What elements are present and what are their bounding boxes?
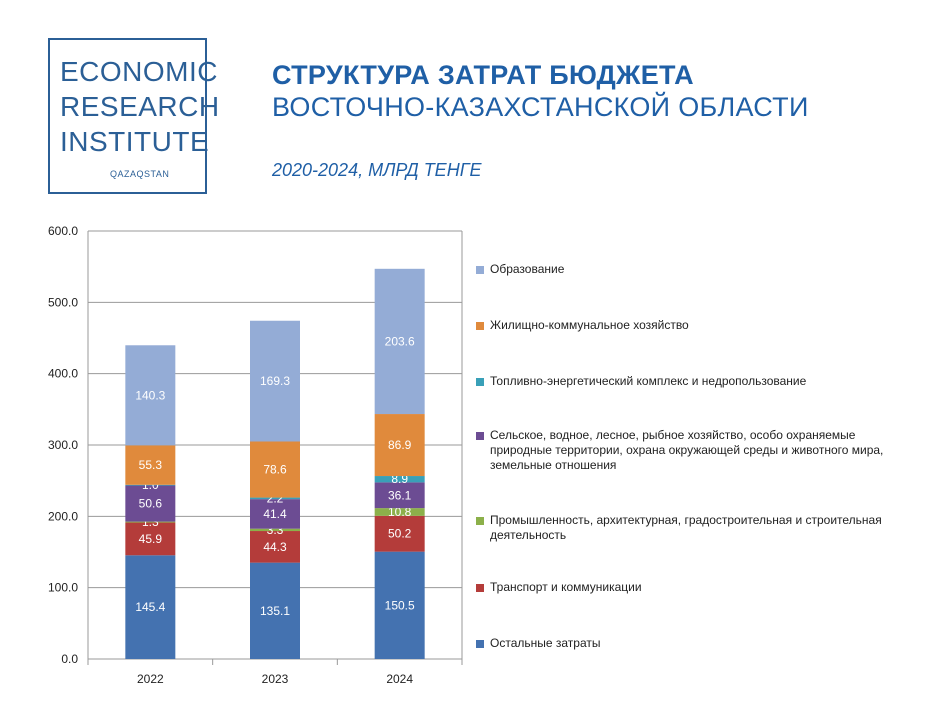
x-tick-label: 2022 (137, 672, 164, 686)
bar-segment (374, 268, 425, 415)
x-tick-label: 2023 (262, 672, 289, 686)
data-label: 50.6 (139, 497, 163, 511)
bar-segment (250, 531, 300, 563)
y-tick-label: 600.0 (48, 224, 78, 238)
bar-segment (125, 485, 176, 522)
bar-segment (125, 521, 176, 523)
bar-segment (250, 528, 300, 532)
logo (48, 38, 206, 194)
bar-segment (374, 515, 425, 552)
y-tick-label: 500.0 (48, 295, 78, 309)
bar-segment (250, 497, 300, 500)
data-label: 45.9 (139, 532, 163, 546)
data-label: 36.1 (388, 488, 412, 502)
bar-segment (374, 476, 425, 483)
legend-label: Транспорт и коммуникации (490, 580, 642, 594)
legend-label: Сельское, водное, лесное, рыбное хозяйст… (490, 428, 884, 472)
legend-swatch (476, 378, 484, 386)
logo-text-line-3: INSTITUTE (60, 126, 210, 157)
logo-text-line-1: ECONOMIC (60, 56, 218, 87)
legend-swatch (476, 322, 484, 330)
bar-segment (125, 522, 176, 556)
bar-segment (125, 484, 176, 486)
legend-swatch (476, 584, 484, 592)
bar-segment (250, 320, 300, 442)
y-tick-label: 100.0 (48, 581, 78, 595)
chart-title-line-2: ВОСТОЧНО-КАЗАХСТАНСКОЙ ОБЛАСТИ (272, 92, 809, 122)
bar-segment (374, 551, 425, 659)
data-label: 78.6 (263, 463, 287, 477)
legend-label: Топливно-энергетический комплекс и недро… (490, 374, 807, 388)
bar-segment (374, 482, 425, 509)
bar-segment (125, 345, 176, 446)
x-tick-label: 2024 (386, 672, 413, 686)
y-tick-label: 0.0 (61, 652, 78, 666)
legend-label: Остальные затраты (490, 636, 601, 650)
data-label: 140.3 (135, 388, 165, 402)
data-label: 55.3 (139, 458, 163, 472)
legend-swatch (476, 266, 484, 274)
bar-segment (125, 445, 176, 485)
data-label: 135.1 (260, 604, 290, 618)
legend-label: Образование (490, 262, 565, 276)
legend-swatch (476, 640, 484, 648)
bar-segment (125, 555, 176, 659)
logo-text-line-2: RESEARCH (60, 91, 220, 122)
data-label: 50.2 (388, 527, 412, 541)
data-label: 145.4 (135, 600, 165, 614)
data-label: 41.4 (263, 507, 287, 521)
data-label: 44.3 (263, 540, 287, 554)
legend-swatch (476, 432, 484, 440)
legend-swatch (476, 517, 484, 525)
bar-segment (250, 441, 300, 498)
bar-segment (374, 508, 425, 516)
data-label: 169.3 (260, 374, 290, 388)
legend-label: Жилищно-коммунальное хозяйство (490, 318, 689, 332)
legend-label: Промышленность, архитектурная, градостро… (490, 513, 882, 542)
logo-border (205, 38, 207, 194)
data-label: 203.6 (385, 334, 415, 348)
bar-segment (250, 562, 300, 659)
bar-segment (250, 499, 300, 529)
bar-segment (374, 414, 425, 477)
data-label: 10.8 (388, 505, 412, 519)
y-tick-label: 300.0 (48, 438, 78, 452)
chart-title-line-1: СТРУКТУРА ЗАТРАТ БЮДЖЕТА (272, 60, 694, 90)
data-label: 150.5 (385, 598, 415, 612)
logo-sub: QAZAQSTAN (110, 169, 170, 179)
data-label: 86.9 (388, 438, 412, 452)
y-tick-label: 400.0 (48, 367, 78, 381)
y-tick-label: 200.0 (48, 509, 78, 523)
chart-subtitle: 2020-2024, МЛРД ТЕНГЕ (272, 160, 482, 180)
